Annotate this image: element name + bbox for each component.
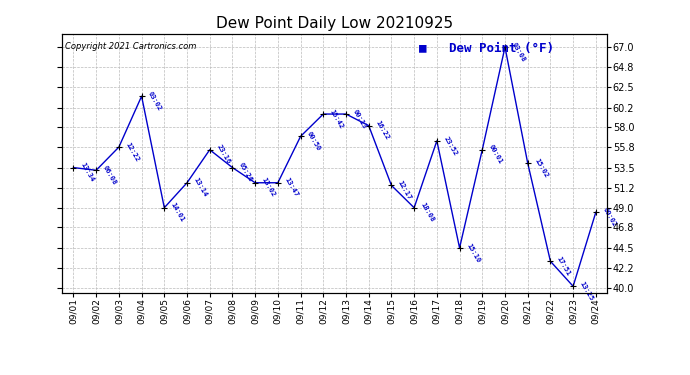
Text: 17:51: 17:51 [556,255,572,277]
Text: 06:08: 06:08 [101,165,117,186]
Text: Dew Point (°F): Dew Point (°F) [449,42,554,54]
Text: 00:13: 00:13 [352,108,367,130]
Text: 16:22: 16:22 [374,120,390,141]
Text: 03:02: 03:02 [147,90,163,112]
Text: 15:02: 15:02 [533,158,549,179]
Text: 12:17: 12:17 [397,180,413,201]
Text: 03:08: 03:08 [511,41,526,63]
Text: 00:01: 00:01 [488,144,504,165]
Text: 13:25: 13:25 [579,280,595,302]
Text: 23:16: 23:16 [215,144,231,165]
Title: Dew Point Daily Low 20210925: Dew Point Daily Low 20210925 [216,16,453,31]
Text: 14:01: 14:01 [170,202,186,223]
Text: ■: ■ [419,42,426,54]
Text: 15:10: 15:10 [465,242,481,264]
Text: 12:22: 12:22 [124,141,140,163]
Text: 13:14: 13:14 [193,177,208,198]
Text: Copyright 2021 Cartronics.com: Copyright 2021 Cartronics.com [65,42,196,51]
Text: 00:50: 00:50 [306,130,322,152]
Text: 23:52: 23:52 [442,135,458,156]
Text: 13:34: 13:34 [79,162,95,183]
Text: 13:47: 13:47 [284,177,299,198]
Text: 13:02: 13:02 [261,177,277,198]
Text: 18:08: 18:08 [420,202,435,223]
Text: 05:26: 05:26 [238,162,254,183]
Text: 00:02: 00:02 [602,206,618,228]
Text: 15:42: 15:42 [329,108,345,130]
